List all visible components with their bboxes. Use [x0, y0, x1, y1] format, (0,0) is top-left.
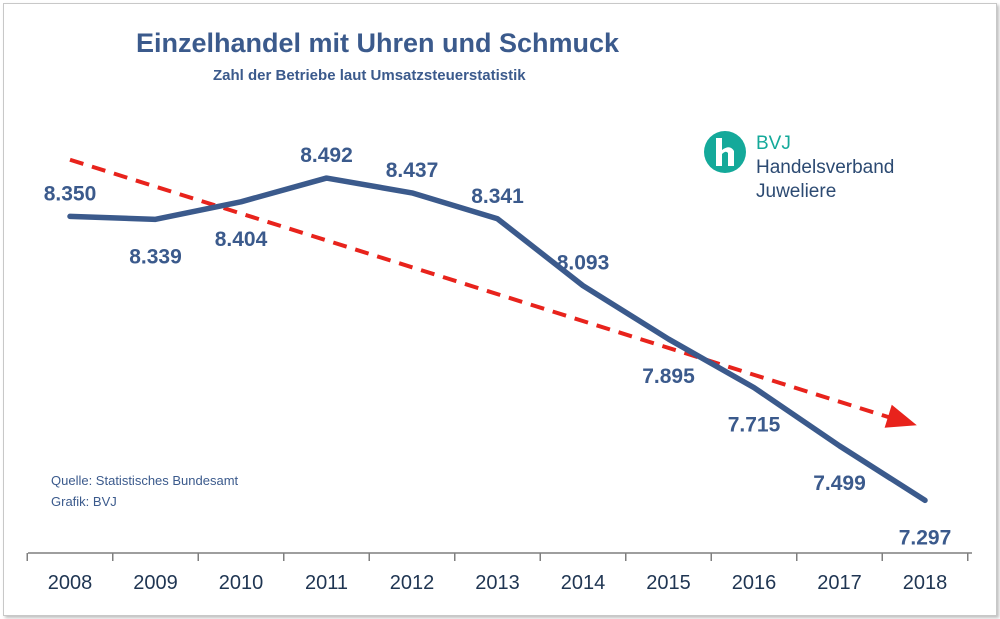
series-line [67, 175, 928, 504]
logo-line2: Juweliere [756, 181, 837, 202]
x-tick-label: 2018 [903, 572, 948, 594]
data-label: 7.297 [899, 526, 952, 549]
data-label: 7.715 [728, 414, 781, 437]
bvj-logo-icon [704, 131, 746, 173]
credit-line: Grafik: BVJ [51, 494, 117, 509]
data-label: 8.437 [386, 159, 439, 182]
x-tick-label: 2017 [817, 572, 862, 594]
data-label: 8.492 [300, 144, 353, 167]
logo-abbr: BVJ [756, 133, 791, 154]
source-line: Quelle: Statistisches Bundesamt [51, 473, 239, 488]
trend-arrow-icon [884, 404, 917, 428]
trend-line [69, 157, 902, 423]
data-label: 7.499 [813, 472, 866, 495]
source-note: Quelle: Statistisches Bundesamt Grafik: … [51, 470, 238, 512]
x-tick-label: 2013 [475, 572, 520, 594]
chart-frame [3, 3, 997, 616]
chart-subtitle: Zahl der Betriebe laut Umsatzsteuerstati… [213, 67, 526, 84]
data-label: 8.093 [557, 252, 610, 275]
data-label: 8.339 [129, 245, 182, 268]
data-label: 8.341 [471, 185, 524, 208]
x-tick-label: 2014 [561, 572, 606, 594]
logo-line1: Handelsverband [756, 157, 895, 178]
data-label: 8.404 [215, 228, 268, 251]
x-tick-label: 2008 [48, 572, 93, 594]
x-tick-label: 2010 [219, 572, 264, 594]
chart-title: Einzelhandel mit Uhren und Schmuck [136, 28, 620, 58]
x-tick-label: 2016 [732, 572, 777, 594]
x-tick-label: 2009 [133, 572, 178, 594]
logo-text: BVJ Handelsverband Juweliere [756, 132, 894, 204]
data-label: 7.895 [642, 365, 695, 388]
data-label: 8.350 [44, 182, 97, 205]
x-tick-label: 2015 [646, 572, 691, 594]
x-tick-label: 2012 [390, 572, 435, 594]
x-tick-label: 2011 [305, 572, 348, 594]
